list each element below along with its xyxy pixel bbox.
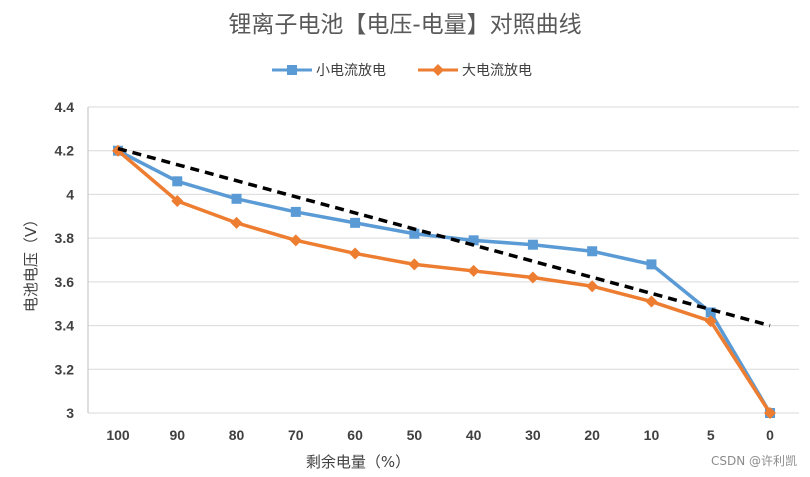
data-point	[231, 193, 242, 204]
x-axis-label: 剩余电量（%）	[306, 453, 410, 471]
data-point	[764, 407, 776, 419]
legend-label-series-1: 小电流放电	[316, 63, 386, 79]
x-tick-label: 60	[347, 427, 363, 443]
y-tick-label: 4	[66, 186, 74, 202]
x-tick-label: 5	[707, 427, 715, 443]
data-point	[526, 271, 539, 284]
x-tick-label: 50	[407, 427, 423, 443]
x-tick-label: 70	[288, 427, 304, 443]
gridlines	[88, 106, 799, 414]
y-tick-label: 3.2	[55, 361, 75, 377]
data-point	[646, 259, 657, 270]
data-point	[468, 235, 479, 246]
data-point	[527, 239, 538, 250]
data-point	[408, 258, 421, 271]
data-point	[350, 217, 361, 228]
y-tick-label: 4.2	[55, 143, 75, 159]
data-point	[705, 307, 716, 318]
series-2	[112, 144, 776, 419]
data-point	[349, 247, 362, 260]
y-tick-label: 3.8	[55, 230, 75, 246]
x-tick-label: 80	[229, 427, 245, 443]
x-tick-label: 40	[466, 427, 482, 443]
y-tick-label: 3.6	[55, 274, 75, 290]
watermark: CSDN @许利凯	[711, 454, 797, 468]
y-axis-label: 电池电压（V）	[22, 212, 40, 312]
legend-label-series-2: 大电流放电	[462, 63, 532, 79]
y-tick-label: 3.4	[55, 318, 75, 334]
y-tick-labels: 3 3.2 3.4 3.6 3.8 4 4.2 4.4	[55, 99, 75, 421]
trendline	[117, 146, 771, 328]
x-tick-labels: 100 90 80 70 60 50 40 30 20 10 5 0	[106, 427, 774, 443]
data-point	[171, 194, 184, 207]
x-tick-label: 90	[169, 427, 185, 443]
data-point	[172, 176, 183, 187]
legend-marker-series-1	[287, 65, 297, 75]
x-tick-label: 30	[525, 427, 541, 443]
x-tick-label: 100	[106, 427, 130, 443]
x-tick-label: 0	[766, 427, 774, 443]
data-point	[704, 315, 717, 328]
data-point	[645, 295, 658, 308]
series-line	[116, 149, 772, 414]
data-point	[289, 234, 302, 247]
x-tick-label: 20	[584, 427, 600, 443]
data-point	[409, 228, 420, 239]
data-point	[290, 206, 301, 217]
data-point	[230, 216, 243, 229]
legend-marker-series-2	[432, 64, 444, 76]
data-point	[586, 280, 599, 293]
data-point	[587, 246, 598, 257]
chart-title: 锂离子电池【电压-电量】对照曲线	[228, 12, 581, 38]
y-tick-label: 3	[66, 405, 74, 421]
x-tick-label: 10	[644, 427, 660, 443]
y-tick-label: 4.4	[55, 99, 75, 115]
legend: 小电流放电 大电流放电	[272, 63, 532, 79]
data-point	[467, 264, 480, 277]
